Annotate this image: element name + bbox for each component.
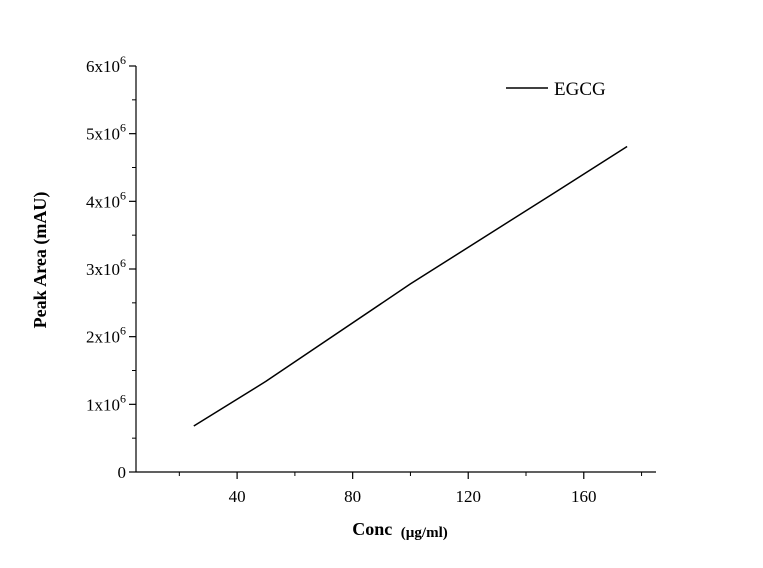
y-tick-label: 5x106: [86, 121, 126, 144]
x-axis-title-unit: (µg/ml): [401, 525, 448, 541]
legend: EGCG: [506, 79, 606, 100]
x-axis-title: Conc (µg/ml): [352, 519, 447, 541]
x-axis-title-main: Conc: [352, 519, 392, 539]
y-tick-label: 2x106: [86, 324, 126, 347]
y-tick-label: 6x106: [86, 53, 126, 76]
x-tick-label: 40: [229, 487, 246, 506]
x-tick-label: 120: [455, 487, 481, 506]
y-axis-title: Peak Area (mAU): [30, 192, 51, 329]
series-layer: [193, 145, 628, 427]
x-tick-label: 80: [344, 487, 361, 506]
y-axis: 0 1x106 2x106 3x106 4x106 5x106 6x106: [86, 53, 137, 482]
series-line-egcg: [193, 145, 628, 427]
legend-label: EGCG: [554, 79, 606, 100]
x-tick-label: 160: [571, 487, 597, 506]
y-tick-label: 0: [118, 463, 127, 482]
x-axis: 40 80 120 160: [136, 471, 656, 506]
y-tick-label: 1x106: [86, 391, 126, 414]
y-tick-label: 3x106: [86, 256, 126, 279]
y-tick-label: 4x106: [86, 188, 126, 211]
